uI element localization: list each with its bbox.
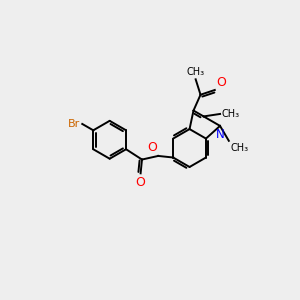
- Text: O: O: [216, 76, 226, 88]
- Text: O: O: [147, 141, 157, 154]
- Text: CH₃: CH₃: [231, 143, 249, 153]
- Text: CH₃: CH₃: [187, 68, 205, 77]
- Text: CH₃: CH₃: [221, 109, 240, 119]
- Text: N: N: [216, 128, 224, 141]
- Text: O: O: [136, 176, 146, 189]
- Text: Br: Br: [68, 119, 80, 129]
